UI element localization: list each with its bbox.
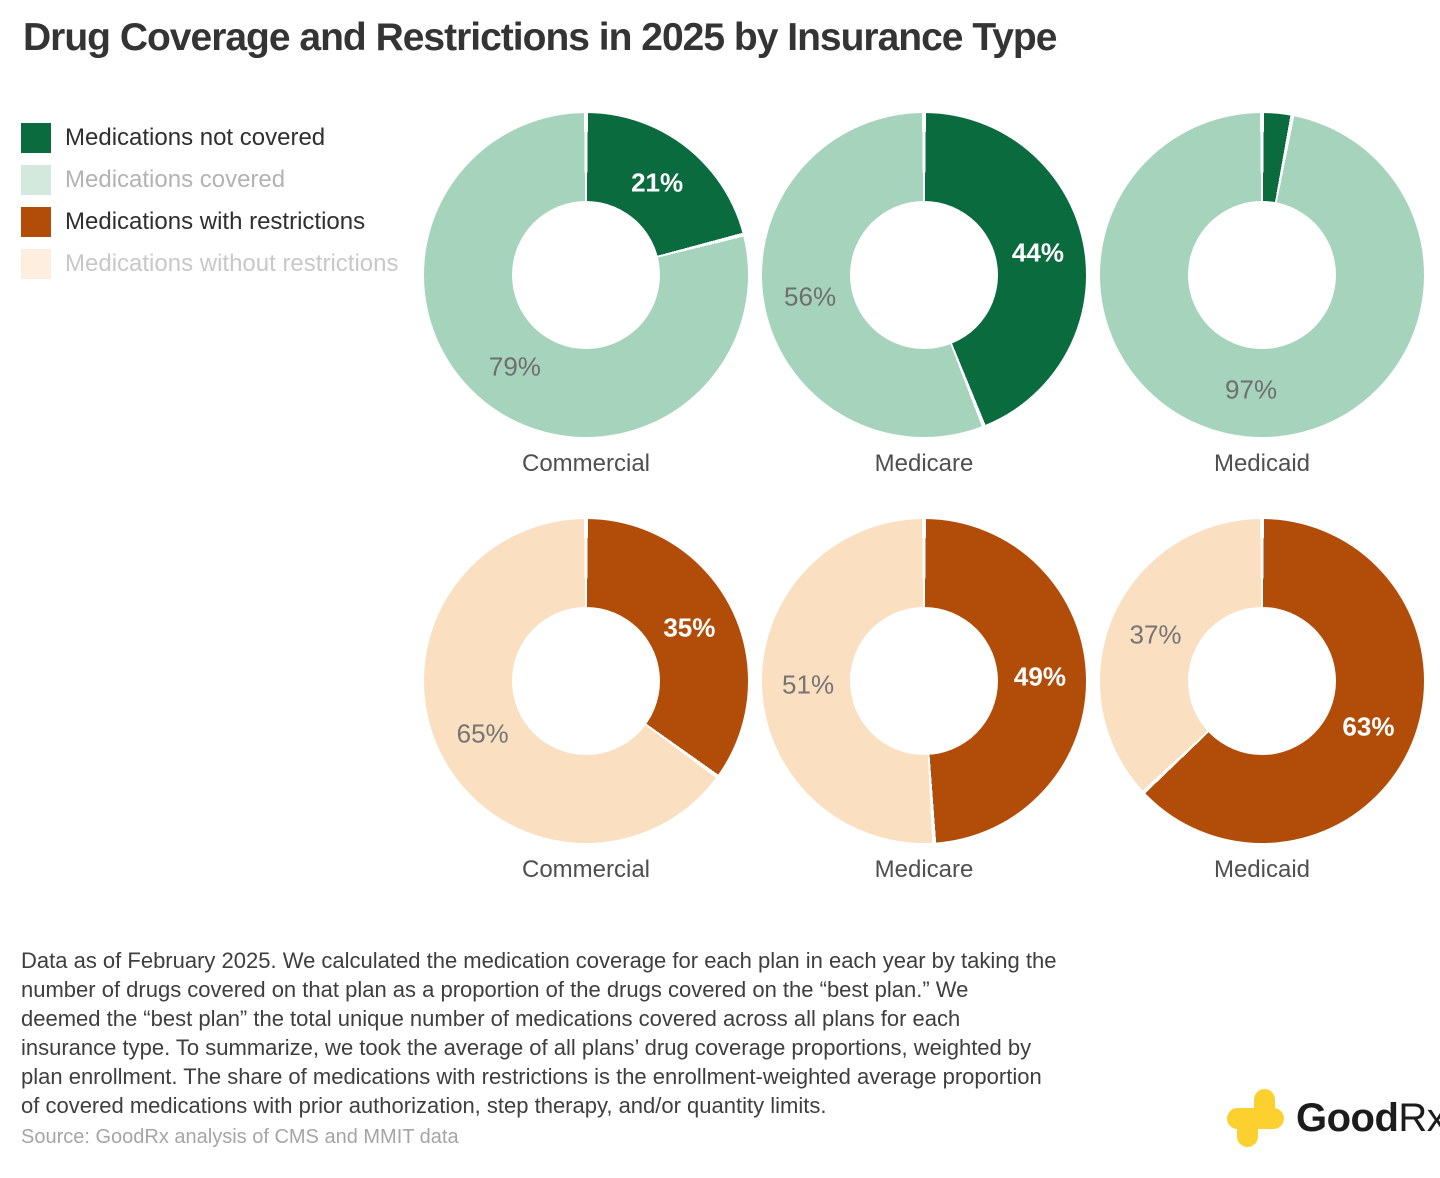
donut-category-label: Medicare: [874, 856, 974, 883]
legend-item-not-covered: Medications not covered: [21, 123, 398, 153]
slice-percent-label: 49%: [1013, 661, 1066, 692]
legend: Medications not covered Medications cove…: [21, 123, 398, 291]
donut-hole: [512, 201, 660, 349]
slice-percent-label: 51%: [782, 669, 835, 700]
brand-bold: Good: [1296, 1095, 1399, 1140]
donut-chart-coverage-medicare: 44% 56% Medicare: [762, 113, 1086, 478]
slice-percent-label: 79%: [488, 351, 541, 382]
donut-hole: [850, 607, 998, 755]
charts-row-coverage: 21% 79% Commercial 44% 56% Medicare 97% Medicai…: [424, 113, 1424, 478]
source-text: Source: GoodRx analysis of CMS and MMIT …: [21, 1126, 459, 1148]
brand-regular: Rx: [1398, 1095, 1440, 1140]
legend-item-with-restrictions: Medications with restrictions: [21, 207, 398, 237]
legend-label: Medications covered: [65, 166, 286, 193]
donut-chart-coverage-medicaid: 97% Medicaid: [1100, 113, 1424, 478]
donut-hole: [512, 607, 660, 755]
legend-swatch-without-restrictions: [21, 249, 51, 279]
page-title: Drug Coverage and Restrictions in 2025 b…: [23, 16, 1057, 59]
goodrx-logo: GoodRx: [1227, 1088, 1440, 1148]
slice-percent-label: 21%: [631, 167, 684, 198]
legend-swatch-with-restrictions: [21, 207, 51, 237]
donut-ring: 97%: [1100, 113, 1424, 437]
plus-icon: [1227, 1088, 1284, 1148]
legend-label: Medications not covered: [65, 124, 326, 151]
slice-percent-label: 97%: [1225, 374, 1278, 405]
legend-swatch-covered: [21, 165, 51, 195]
legend-label: Medications without restrictions: [65, 250, 399, 277]
footnote-text: Data as of February 2025. We calculated …: [21, 948, 1057, 1118]
slice-percent-label: 35%: [663, 612, 716, 643]
donut-chart-restrictions-medicare: 49% 51% Medicare: [762, 519, 1086, 884]
donut-chart-restrictions-medicaid: 63% 37% Medicaid: [1100, 519, 1424, 884]
donut-category-label: Commercial: [521, 856, 650, 883]
donut-hole: [850, 201, 998, 349]
donut-category-label: Medicaid: [1213, 856, 1311, 883]
legend-swatch-not-covered: [21, 123, 51, 153]
donut-hole: [1188, 607, 1336, 755]
legend-item-covered: Medications covered: [21, 165, 398, 195]
slice-percent-label: 63%: [1342, 711, 1395, 742]
donut-ring: 49% 51%: [762, 519, 1086, 843]
legend-item-without-restrictions: Medications without restrictions: [21, 249, 398, 279]
charts-row-restrictions: 35% 65% Commercial 49% 51% Medicare 63% 37% Medi…: [424, 519, 1424, 884]
donut-ring: 63% 37%: [1100, 519, 1424, 843]
donut-category-label: Medicaid: [1213, 450, 1311, 477]
slice-percent-label: 56%: [784, 281, 837, 312]
slice-percent-label: 37%: [1129, 619, 1182, 650]
slice-percent-label: 44%: [1011, 237, 1064, 268]
donut-ring: 35% 65%: [424, 519, 748, 843]
slice-percent-label: 65%: [456, 718, 509, 749]
donut-chart-coverage-commercial: 21% 79% Commercial: [424, 113, 748, 478]
donut-hole: [1188, 201, 1336, 349]
brand-wordmark: GoodRx: [1296, 1096, 1440, 1141]
donut-chart-restrictions-commercial: 35% 65% Commercial: [424, 519, 748, 884]
donut-ring: 44% 56%: [762, 113, 1086, 437]
donut-category-label: Commercial: [521, 450, 650, 477]
legend-label: Medications with restrictions: [65, 208, 366, 235]
donut-category-label: Medicare: [874, 450, 974, 477]
donut-ring: 21% 79%: [424, 113, 748, 437]
